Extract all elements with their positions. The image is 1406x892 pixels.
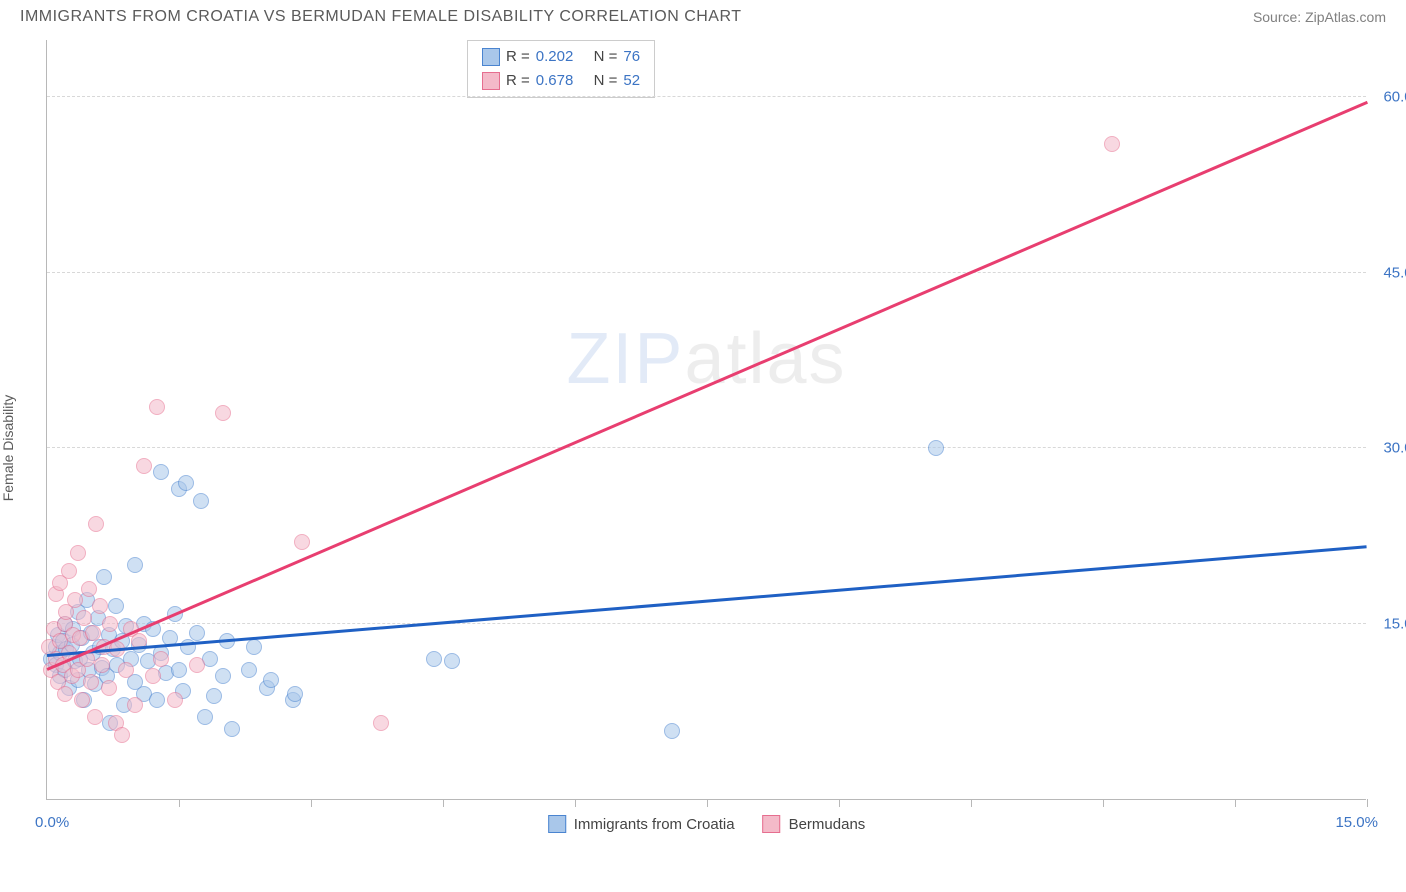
scatter-point [171,662,187,678]
n-symbol: N = [594,45,618,69]
scatter-point [246,639,262,655]
legend-item-label: Bermudans [789,816,866,833]
scatter-point [287,686,303,702]
scatter-point [1104,136,1120,152]
trend-line [47,101,1368,670]
scatter-point [426,651,442,667]
scatter-point [167,692,183,708]
legend-swatch-icon [482,72,500,90]
scatter-point [444,653,460,669]
gridline [47,96,1366,97]
scatter-point [189,657,205,673]
r-symbol: R = [506,45,530,69]
legend-swatch-icon [763,815,781,833]
x-tick [839,799,840,807]
n-symbol: N = [594,69,618,93]
scatter-point [87,709,103,725]
legend-item: Bermudans [763,815,866,833]
n-value: 52 [623,69,640,93]
scatter-point [85,625,101,641]
scatter-point [206,688,222,704]
scatter-point [215,668,231,684]
y-tick-label: 60.0% [1383,89,1406,106]
x-tick [1235,799,1236,807]
y-tick-label: 30.0% [1383,440,1406,457]
trend-line [47,545,1367,656]
scatter-point [96,569,112,585]
legend-row: R = 0.678 N = 52 [482,69,640,93]
scatter-point [108,598,124,614]
x-axis-min-label: 0.0% [35,814,69,831]
scatter-point [81,581,97,597]
legend-item-label: Immigrants from Croatia [574,816,735,833]
scatter-point [127,697,143,713]
scatter-point [94,657,110,673]
r-value: 0.202 [536,45,574,69]
scatter-point [928,440,944,456]
r-value: 0.678 [536,69,574,93]
x-tick [1103,799,1104,807]
x-tick [179,799,180,807]
scatter-point [114,727,130,743]
legend-swatch-icon [482,48,500,66]
scatter-point [136,458,152,474]
scatter-point [70,545,86,561]
y-tick-label: 15.0% [1383,615,1406,632]
scatter-point [145,668,161,684]
chart-title: IMMIGRANTS FROM CROATIA VS BERMUDAN FEMA… [20,8,742,26]
scatter-point [215,405,231,421]
y-tick-label: 45.0% [1383,264,1406,281]
scatter-point [74,692,90,708]
legend-swatch-icon [548,815,566,833]
scatter-point [153,464,169,480]
x-tick [311,799,312,807]
legend-row: R = 0.202 N = 76 [482,45,640,69]
r-symbol: R = [506,69,530,93]
scatter-point [197,709,213,725]
scatter-point [189,625,205,641]
correlation-legend: R = 0.202 N = 76 R = 0.678 N = 52 [467,40,655,98]
x-tick [443,799,444,807]
scatter-point [149,399,165,415]
scatter-point [153,651,169,667]
y-axis-label: Female Disability [0,395,16,502]
scatter-point [61,563,77,579]
scatter-point [263,672,279,688]
gridline [47,272,1366,273]
scatter-point [83,674,99,690]
x-tick [1367,799,1368,807]
x-tick [575,799,576,807]
scatter-point [102,616,118,632]
scatter-point [193,493,209,509]
scatter-point [241,662,257,678]
scatter-point [101,680,117,696]
scatter-point [88,516,104,532]
scatter-point [57,686,73,702]
scatter-point [92,598,108,614]
legend-item: Immigrants from Croatia [548,815,735,833]
source-label: Source: ZipAtlas.com [1253,9,1386,25]
series-legend: Immigrants from Croatia Bermudans [548,815,866,833]
gridline [47,623,1366,624]
gridline [47,447,1366,448]
scatter-point [149,692,165,708]
x-axis-max-label: 15.0% [1335,814,1378,831]
scatter-point [664,723,680,739]
scatter-point [224,721,240,737]
scatter-point [76,610,92,626]
plot-area: ZIPatlas R = 0.202 N = 76 R = 0.678 N = … [46,40,1366,800]
scatter-point [178,475,194,491]
scatter-point [118,662,134,678]
x-tick [971,799,972,807]
scatter-point [67,592,83,608]
watermark: ZIPatlas [566,318,846,400]
chart-container: Female Disability ZIPatlas R = 0.202 N =… [46,30,1386,850]
n-value: 76 [623,45,640,69]
scatter-point [294,534,310,550]
scatter-point [127,557,143,573]
x-tick [707,799,708,807]
scatter-point [373,715,389,731]
